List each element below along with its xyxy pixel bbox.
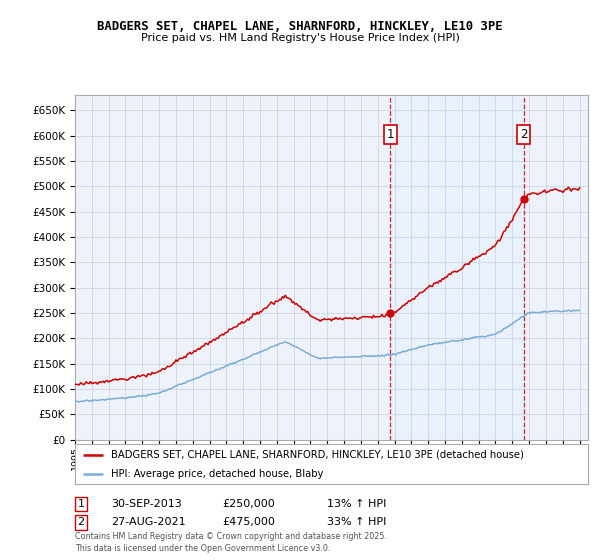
- Text: £250,000: £250,000: [222, 499, 275, 509]
- Text: 13% ↑ HPI: 13% ↑ HPI: [327, 499, 386, 509]
- Text: Contains HM Land Registry data © Crown copyright and database right 2025.
This d: Contains HM Land Registry data © Crown c…: [75, 533, 387, 553]
- Text: 30-SEP-2013: 30-SEP-2013: [111, 499, 182, 509]
- Bar: [391, 95, 524, 440]
- Text: 27-AUG-2021: 27-AUG-2021: [111, 517, 185, 528]
- Text: 2: 2: [77, 517, 85, 528]
- Text: 1: 1: [386, 128, 394, 141]
- Text: 33% ↑ HPI: 33% ↑ HPI: [327, 517, 386, 528]
- Text: BADGERS SET, CHAPEL LANE, SHARNFORD, HINCKLEY, LE10 3PE: BADGERS SET, CHAPEL LANE, SHARNFORD, HIN…: [97, 20, 503, 34]
- Text: 1: 1: [77, 499, 85, 509]
- Text: £475,000: £475,000: [222, 517, 275, 528]
- Text: Price paid vs. HM Land Registry's House Price Index (HPI): Price paid vs. HM Land Registry's House …: [140, 32, 460, 43]
- Text: 2: 2: [520, 128, 527, 141]
- Text: BADGERS SET, CHAPEL LANE, SHARNFORD, HINCKLEY, LE10 3PE (detached house): BADGERS SET, CHAPEL LANE, SHARNFORD, HIN…: [111, 450, 524, 460]
- Text: HPI: Average price, detached house, Blaby: HPI: Average price, detached house, Blab…: [111, 469, 323, 478]
